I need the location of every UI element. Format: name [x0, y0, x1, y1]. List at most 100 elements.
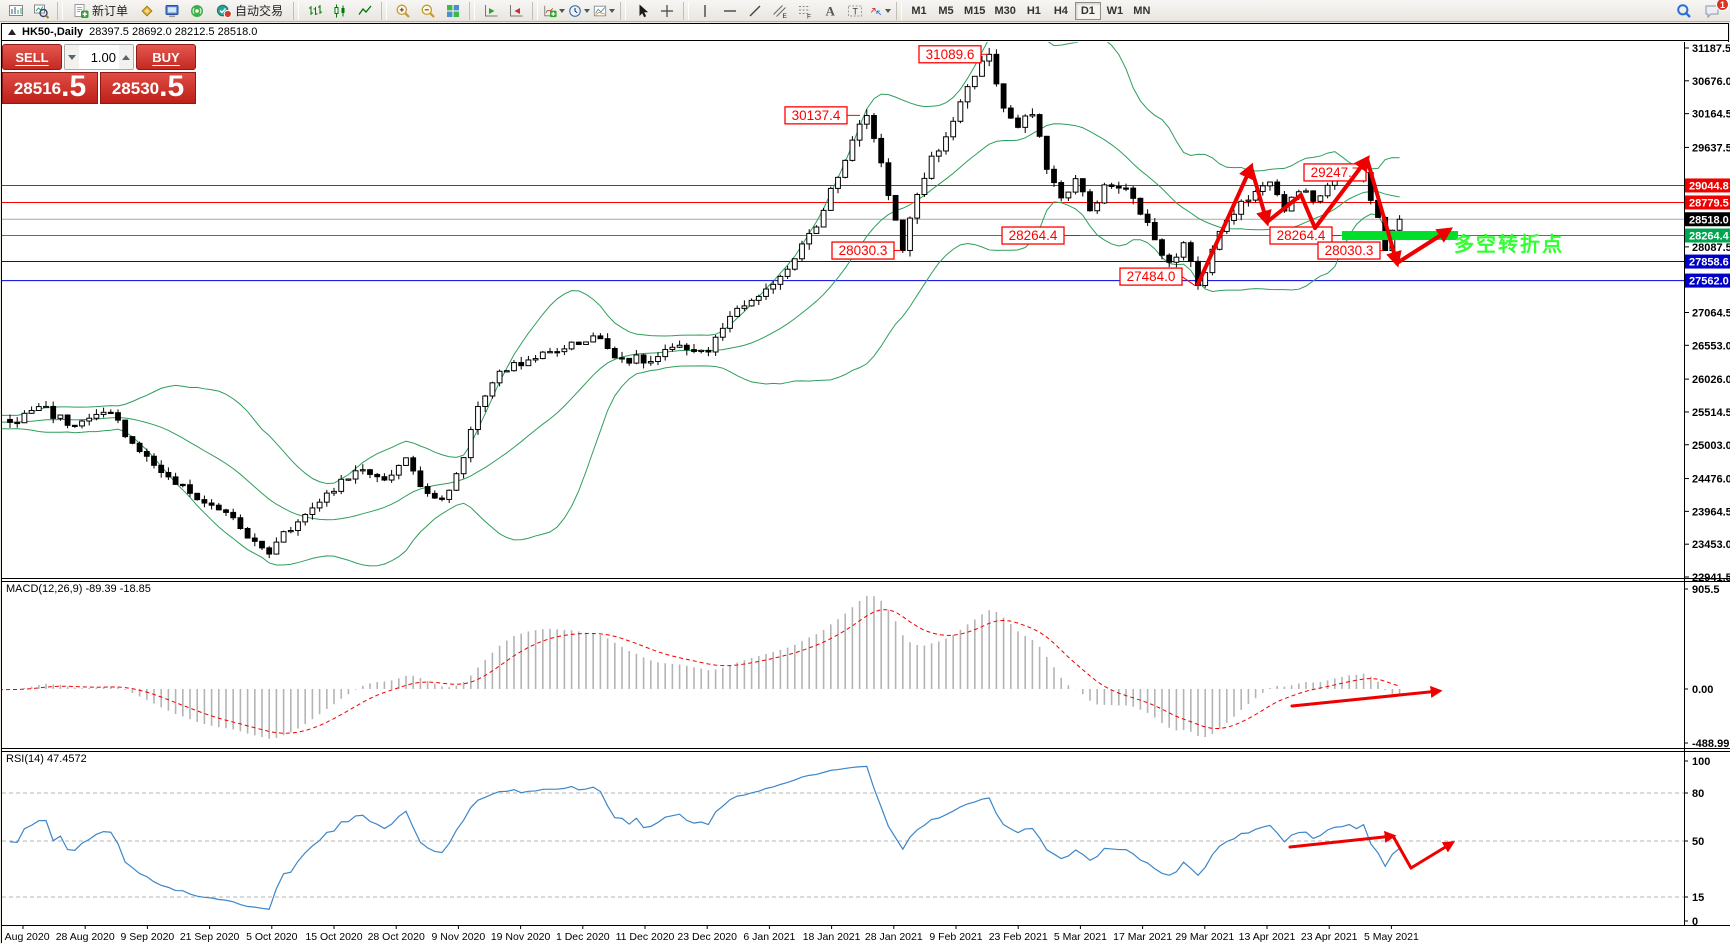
time-axis-label: 5 Mar 2021	[1054, 931, 1107, 943]
template-icon	[593, 5, 607, 16]
svg-text:24476.0: 24476.0	[1692, 474, 1730, 486]
charts-button[interactable]	[4, 1, 28, 20]
volume-input[interactable]	[79, 45, 119, 69]
svg-text:29247.7: 29247.7	[1311, 165, 1360, 180]
toolbar-right-group: 1	[1672, 0, 1729, 20]
timeframe-m30-button[interactable]: M30	[994, 4, 1016, 17]
notifications-button[interactable]: 1	[1700, 0, 1729, 20]
timeframe-d1-button[interactable]: D1	[1074, 1, 1101, 20]
text-label-icon: T	[848, 5, 863, 16]
chevron-down-icon[interactable]	[559, 8, 566, 13]
svg-text:28779.5: 28779.5	[1689, 197, 1729, 209]
volume-increase-button[interactable]	[119, 45, 133, 69]
time-axis[interactable]: 8 Aug 2020 28 Aug 2020 9 Sep 2020 21 Sep 20…	[2, 925, 1419, 943]
price-tags: 29044.8 28779.5 28518.0 28264.4 27858.6 27562…	[1685, 178, 1730, 288]
clock-icon	[569, 4, 581, 17]
macd-indicator	[2, 595, 1401, 739]
svg-text:30676.0: 30676.0	[1692, 76, 1730, 88]
metaeditor-button[interactable]	[135, 1, 159, 20]
autotrading-icon	[216, 4, 232, 18]
svg-text:80: 80	[1692, 788, 1704, 800]
time-axis-label: 6 Jan 2021	[743, 931, 795, 943]
time-axis-label: 23 Feb 2021	[989, 931, 1048, 943]
sell-price[interactable]: 28516.5	[2, 72, 98, 104]
chart-canvas[interactable]: 31187.5 30676.0 30164.5 29637.5 28087.5 27064…	[2, 42, 1730, 944]
text-label-button[interactable]: T	[843, 1, 867, 20]
svg-text:0.00: 0.00	[1692, 684, 1713, 696]
toolbar-separator	[896, 1, 903, 20]
vertical-line-button[interactable]	[693, 1, 717, 20]
time-axis-label: 9 Nov 2020	[432, 931, 486, 943]
new-order-button[interactable]: 新订单	[67, 1, 134, 20]
rsi-indicator	[9, 765, 1400, 910]
timeframe-m5-button[interactable]: M5	[938, 4, 954, 17]
candlestick-chart-button[interactable]	[328, 1, 352, 20]
ohlc-values: 28397.5 28692.0 28212.5 28518.0	[89, 26, 258, 38]
timeframe-w1-button[interactable]: W1	[1106, 4, 1124, 17]
line-chart-button[interactable]	[353, 1, 377, 20]
search-icon	[1677, 3, 1691, 18]
timeframe-m1-button[interactable]: M1	[911, 4, 927, 17]
expand-icon[interactable]	[8, 29, 16, 35]
svg-text:29044.8: 29044.8	[1689, 180, 1729, 192]
auto-scroll-button[interactable]	[479, 1, 503, 20]
autotrading-button[interactable]: 自动交易	[210, 1, 289, 20]
trendline-button[interactable]	[743, 1, 767, 20]
arrows-button[interactable]	[868, 1, 892, 20]
market-news-button[interactable]	[185, 1, 209, 20]
sell-button[interactable]: SELL	[2, 44, 62, 70]
zoom-out-button[interactable]	[416, 1, 440, 20]
cursor-button[interactable]	[630, 1, 654, 20]
svg-text:28264.4: 28264.4	[1277, 228, 1326, 243]
periods-button[interactable]	[567, 1, 591, 20]
toolbar-separator	[57, 1, 63, 20]
chart-shift-button[interactable]	[504, 1, 528, 20]
trend-arrows[interactable]	[1196, 155, 1454, 286]
terminal-button[interactable]	[160, 1, 184, 20]
sell-price-main: 28516	[13, 79, 62, 98]
zoom-in-button[interactable]	[391, 1, 415, 20]
svg-text:T: T	[853, 6, 859, 16]
volume-decrease-button[interactable]	[65, 45, 79, 69]
editor-icon	[141, 4, 153, 17]
timeframe-m15-button[interactable]: M15	[964, 4, 986, 17]
bar-chart-button[interactable]	[303, 1, 327, 20]
channel-icon: E	[773, 4, 788, 19]
svg-text:0: 0	[1692, 916, 1698, 928]
crosshair-button[interactable]	[655, 1, 679, 20]
timeframe-h4-button[interactable]: H4	[1053, 4, 1068, 17]
chevron-down-icon[interactable]	[885, 8, 892, 13]
timeframe-h1-button[interactable]: H1	[1026, 4, 1041, 17]
timeframe-mn-button[interactable]: MN	[1133, 4, 1151, 17]
trendline-icon	[749, 5, 761, 16]
indicators-button[interactable]	[542, 1, 566, 20]
svg-text:22941.5: 22941.5	[1692, 572, 1730, 584]
svg-text:30164.5: 30164.5	[1692, 109, 1730, 121]
macd-arrow[interactable]	[1290, 685, 1443, 708]
toolbar-separator	[293, 1, 300, 20]
buy-button[interactable]: BUY	[136, 44, 196, 70]
chevron-down-icon[interactable]	[609, 8, 616, 13]
price-annotation-labels[interactable]: 31089.630137.429247.728264.428030.327484…	[784, 45, 1383, 286]
equidistant-channel-button[interactable]: E	[768, 1, 792, 20]
templates-button[interactable]	[592, 1, 616, 20]
rsi-arrows[interactable]	[1288, 830, 1456, 870]
svg-text:27064.5: 27064.5	[1692, 308, 1730, 320]
tile-windows-button[interactable]	[441, 1, 465, 20]
support-highlight-bar[interactable]	[1342, 231, 1458, 241]
fibonacci-icon: F	[799, 5, 811, 19]
line-chart-icon	[358, 5, 372, 15]
toolbar-separator	[469, 1, 476, 20]
svg-text:905.5: 905.5	[1692, 584, 1720, 596]
text-button[interactable]: A	[818, 1, 842, 20]
note-text[interactable]: 多空转折点	[1454, 232, 1564, 256]
horizontal-line-button[interactable]	[718, 1, 742, 20]
zoom-out-icon	[421, 4, 435, 18]
volume-stepper	[64, 44, 134, 70]
chevron-down-icon[interactable]	[584, 8, 591, 13]
chart-preview-button[interactable]	[29, 1, 53, 20]
fibonacci-button[interactable]: F	[793, 1, 817, 20]
buy-price[interactable]: 28530.5	[100, 72, 196, 104]
search-button[interactable]	[1672, 1, 1696, 20]
svg-text:25003.0: 25003.0	[1692, 440, 1730, 452]
